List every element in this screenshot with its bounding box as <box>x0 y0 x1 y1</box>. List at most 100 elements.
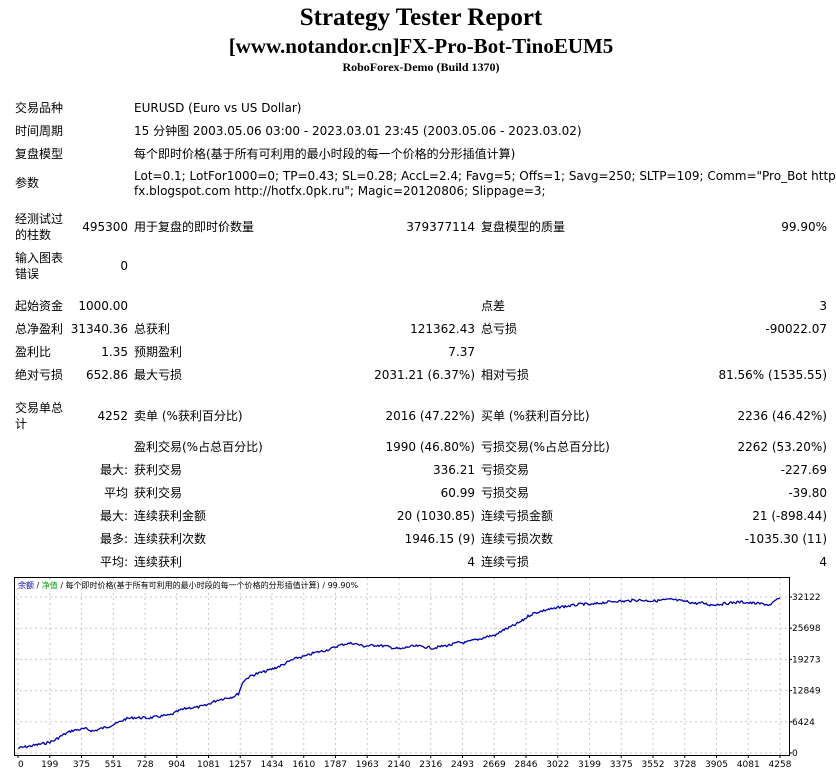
loss-trades-value: 2262 (53.20%) <box>737 440 827 454</box>
x-tick-label: 1081 <box>197 760 220 770</box>
bars-tested-value: 495300 <box>82 220 128 234</box>
ticks-modelled-label: 用于复盘的即时价数量 <box>134 220 255 234</box>
y-tick-label: 19273 <box>792 655 821 665</box>
x-tick-label: 0 <box>18 760 24 770</box>
absolute-drawdown-label: 绝对亏损 <box>15 368 64 382</box>
balance-line <box>18 597 781 749</box>
largest-loss-label: 亏损交易 <box>481 463 530 477</box>
average-profit-value: 60.99 <box>440 486 475 500</box>
period-value: 15 分钟图 2003.05.06 03:00 - 2023.03.01 23:… <box>134 124 582 138</box>
avg-consecutive-wins-label: 连续获利 <box>134 555 183 569</box>
legend-equity: 净值 <box>42 580 58 590</box>
modelling-quality-label: 复盘模型的质量 <box>481 220 566 234</box>
x-tick-label: 3375 <box>610 760 633 770</box>
x-tick-label: 904 <box>168 760 185 770</box>
average-loss-label: 亏损交易 <box>481 486 530 500</box>
consecutive-losses-value: 21 (-898.44) <box>752 509 827 523</box>
x-tick-label: 2316 <box>419 760 442 770</box>
average-label: 平均 <box>103 486 128 500</box>
consecutive-profit-label: 连续获利次数 <box>134 532 207 546</box>
absolute-drawdown-value: 652.86 <box>86 368 128 382</box>
mismatched-errors-value: 0 <box>120 259 128 273</box>
x-tick-label: 1434 <box>261 760 284 770</box>
chart-legend: 余额 / 净值 / 每个即时价格(基于所有可利用的最小时段的每一个价格的分形插值… <box>18 580 358 590</box>
expert-name: [www.notandor.cn]FX-Pro-Bot-TinoEUM5 <box>228 34 614 58</box>
model-value: 每个即时价格(基于所有可利用的最小时段的每一个价格的分形插值计算) <box>134 147 516 161</box>
modelling-quality-value: 99.90% <box>781 220 827 234</box>
largest-loss-value: -227.69 <box>780 463 827 477</box>
average-profit-label: 获利交易 <box>134 486 183 500</box>
maximal-drawdown-value: 2031.21 (6.37%) <box>374 368 475 382</box>
y-tick-label: 12849 <box>792 687 821 697</box>
total-trades-label: 交易单总计 <box>15 401 64 431</box>
expected-payoff-label: 预期盈利 <box>134 345 183 359</box>
consecutive-losses-label: 连续亏损金额 <box>481 509 554 523</box>
consecutive-wins-label: 连续获利金额 <box>134 509 207 523</box>
maximal-drawdown-label: 最大亏损 <box>134 368 183 382</box>
y-tick-label: 25698 <box>792 624 821 634</box>
balance-chart: 0 6424 12849 19273 25698 32122 0 199 375 551 728 9… <box>14 577 821 770</box>
plot-frame <box>14 577 790 756</box>
net-profit-value: 31340.36 <box>70 322 128 336</box>
profit-factor-value: 1.35 <box>101 345 128 359</box>
series <box>18 597 781 749</box>
legend-sep-1: / <box>34 581 42 590</box>
x-axis: 0 199 375 551 728 904 1081 1257 1434 1610 1787 1963… <box>17 755 792 770</box>
short-positions-value: 2016 (47.22%) <box>385 409 475 423</box>
initial-deposit-value: 1000.00 <box>78 299 128 313</box>
relative-drawdown-value: 81.56% (1535.55) <box>718 368 827 382</box>
gross-profit-value: 121362.43 <box>410 322 475 336</box>
x-tick-label: 3022 <box>546 760 569 770</box>
spread-label: 点差 <box>481 299 506 313</box>
x-tick-label: 3728 <box>673 760 696 770</box>
x-tick-label: 4258 <box>769 760 792 770</box>
x-tick-label: 1257 <box>229 760 252 770</box>
ticks-modelled-value: 379377114 <box>406 220 475 234</box>
relative-drawdown-label: 相对亏损 <box>481 368 530 382</box>
report-title: Strategy Tester Report <box>299 4 543 31</box>
params-line-1: Lot=0.1; LotFor1000=0; TP=0.43; SL=0.28;… <box>134 169 836 183</box>
profit-trades-label: 盈利交易(%占总百分比) <box>134 440 263 454</box>
avg-consecutive-losses-label: 连续亏损 <box>481 555 530 569</box>
largest-label: 最大: <box>99 463 128 477</box>
average-consecutive-label: 平均: <box>99 555 128 569</box>
legend-sep-2: / <box>58 581 66 590</box>
short-positions-label: 卖单 (%获利百分比) <box>134 409 243 423</box>
x-tick-label: 375 <box>73 760 90 770</box>
x-tick-label: 3905 <box>705 760 728 770</box>
largest-profit-value: 336.21 <box>433 463 475 477</box>
avg-consecutive-losses-value: 4 <box>819 555 827 569</box>
y-axis: 0 6424 12849 19273 25698 32122 <box>789 593 821 759</box>
total-trades-value: 4252 <box>97 409 128 423</box>
gross-loss-value: -90022.07 <box>765 322 827 336</box>
params-line-2: fx.blogspot.com http://hotfx.0pk.ru"; Ma… <box>134 184 546 198</box>
x-tick-label: 551 <box>105 760 122 770</box>
largest-profit-label: 获利交易 <box>134 463 183 477</box>
legend-quality: 99.90% <box>328 581 359 590</box>
consecutive-loss-value: -1035.30 (11) <box>744 532 827 546</box>
y-tick-label: 6424 <box>792 718 815 728</box>
legend-model: 每个即时价格(基于所有可利用的最小时段的每一个价格的分形插值计算) <box>66 580 320 590</box>
initial-deposit-label: 起始资金 <box>15 299 64 313</box>
profit-factor-label: 盈利比 <box>15 345 52 359</box>
x-tick-label: 4081 <box>737 760 760 770</box>
gross-profit-label: 总获利 <box>134 322 171 336</box>
expected-payoff-value: 7.37 <box>448 345 475 359</box>
long-positions-label: 买单 (%获利百分比) <box>481 409 590 423</box>
x-tick-label: 1963 <box>356 760 379 770</box>
mismatched-errors-label: 输入图表错误 <box>15 251 64 281</box>
symbol-label: 交易品种 <box>15 101 64 115</box>
avg-consecutive-wins-value: 4 <box>467 555 475 569</box>
x-tick-label: 1787 <box>324 760 347 770</box>
profit-trades-value: 1990 (46.80%) <box>385 440 475 454</box>
symbol-value: EURUSD (Euro vs US Dollar) <box>134 101 302 115</box>
maximal-label: 最多: <box>99 532 128 546</box>
x-tick-label: 199 <box>41 760 58 770</box>
average-loss-value: -39.80 <box>788 486 827 500</box>
params-label: 参数 <box>15 176 40 190</box>
legend-balance: 余额 <box>18 580 34 590</box>
consecutive-wins-value: 20 (1030.85) <box>396 509 475 523</box>
net-profit-label: 总净盈利 <box>15 322 64 336</box>
long-positions-value: 2236 (46.42%) <box>737 409 827 423</box>
model-label: 复盘模型 <box>15 147 64 161</box>
